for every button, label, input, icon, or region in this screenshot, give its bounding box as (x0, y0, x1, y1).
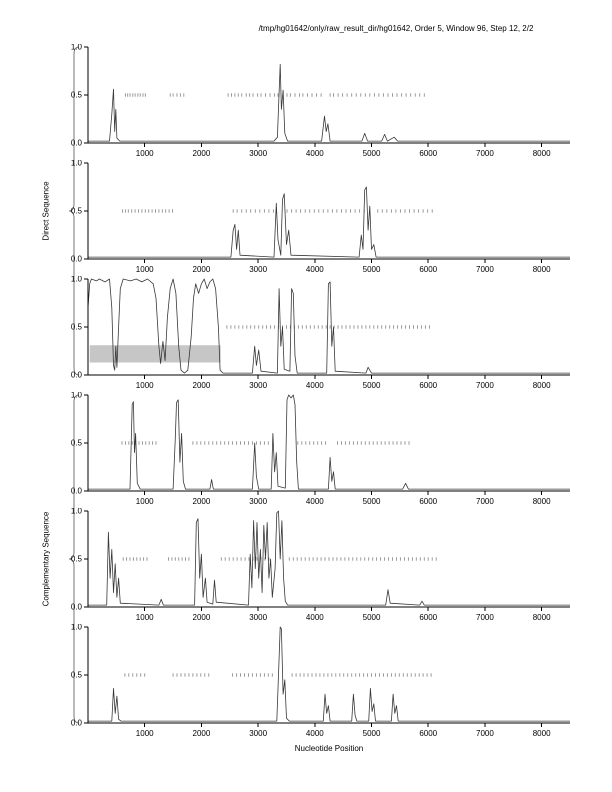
codon-marks (226, 325, 430, 329)
x-tick-label: 5000 (363, 265, 381, 274)
y-tick-label: 0.5 (71, 555, 83, 564)
x-tick-label: 4000 (306, 265, 324, 274)
codon-marks (124, 93, 425, 97)
x-tick-label: 6000 (419, 265, 437, 274)
axis (84, 46, 570, 147)
y-tick-label: 0.0 (71, 139, 83, 148)
codon-marks (122, 557, 437, 561)
x-tick-label: 2000 (193, 381, 211, 390)
y-tick-label: 0.5 (71, 207, 83, 216)
x-tick-label: 5000 (363, 729, 381, 738)
y-tick-label: 0.0 (71, 255, 83, 264)
y-tick-label: 0.0 (71, 371, 83, 380)
y-tick-label: 1.0 (71, 392, 83, 400)
chart-panel-direct-frame-3: 0.0 0.5 1.0 1000 2000 3000 4000 5000 6000 7000 800… (71, 276, 570, 390)
x-tick-label: 3000 (249, 381, 267, 390)
predicted-region-shade (89, 345, 221, 363)
axis (84, 626, 570, 727)
y-tick-label: 1.0 (71, 160, 83, 168)
x-tick-label: 4000 (306, 497, 324, 506)
x-tick-label: 6000 (419, 613, 437, 622)
x-tick-label: 6000 (419, 729, 437, 738)
x-tick-label: 5000 (363, 149, 381, 158)
x-tick-label: 7000 (476, 265, 494, 274)
x-tick-label: 1000 (136, 149, 154, 158)
x-tick-label: 4000 (306, 381, 324, 390)
x-tick-label: 1000 (136, 613, 154, 622)
x-tick-label: 8000 (533, 613, 551, 622)
y-tick-label: 1.0 (71, 508, 83, 516)
x-tick-label: 4000 (306, 729, 324, 738)
y-tick-label: 1.0 (71, 44, 83, 52)
signal-trace (88, 394, 570, 490)
y-tick-label: 0.5 (71, 671, 83, 680)
y-tick-label: 0.0 (71, 487, 83, 496)
direct-sequence-label: Direct Sequence (41, 181, 51, 241)
complementary-sequence-label: Complementary Sequence (41, 511, 51, 607)
y-tick-label: 1.0 (71, 624, 83, 632)
x-tick-label: 3000 (249, 265, 267, 274)
x-tick-label: 4000 (306, 613, 324, 622)
x-tick-label: 1000 (136, 497, 154, 506)
chart-panel-direct-frame-2: 0.0 0.5 1.0 1000 2000 3000 4000 5000 6000 7000 800… (71, 160, 570, 274)
axis (84, 510, 570, 611)
y-tick-label: 0.5 (71, 439, 83, 448)
x-tick-label: 7000 (476, 497, 494, 506)
x-tick-label: 1000 (136, 729, 154, 738)
x-tick-label: 3000 (249, 149, 267, 158)
x-tick-label: 1000 (136, 265, 154, 274)
signal-trace (88, 626, 570, 722)
x-tick-label: 7000 (476, 613, 494, 622)
signal-trace (88, 186, 570, 258)
x-tick-label: 2000 (193, 149, 211, 158)
plot-title: /tmp/hg01642/only/raw_result_dir/hg01642… (258, 24, 534, 33)
x-tick-label: 7000 (476, 381, 494, 390)
x-tick-label: 3000 (249, 497, 267, 506)
x-tick-label: 6000 (419, 497, 437, 506)
axis (84, 162, 570, 263)
y-tick-label: 0.5 (71, 323, 83, 332)
x-tick-label: 6000 (419, 149, 437, 158)
y-tick-label: 0.5 (71, 91, 83, 100)
x-tick-label: 7000 (476, 149, 494, 158)
x-tick-label: 8000 (533, 729, 551, 738)
panels-container: 0.0 0.5 1.0 1000 2000 3000 4000 5000 6000 7000 800… (58, 44, 578, 740)
chart-panel-direct-frame-1: 0.0 0.5 1.0 1000 2000 3000 4000 5000 6000 7000 800… (71, 44, 570, 158)
x-tick-label: 2000 (193, 265, 211, 274)
x-tick-label: 6000 (419, 381, 437, 390)
x-tick-label: 8000 (533, 381, 551, 390)
x-tick-label: 5000 (363, 497, 381, 506)
axis (84, 278, 570, 379)
signal-trace (88, 63, 570, 142)
codon-marks (121, 441, 410, 445)
signal-trace (87, 278, 570, 374)
y-tick-label: 0.0 (71, 719, 83, 728)
y-tick-label: 1.0 (71, 276, 83, 284)
chart-panel-complementary-frame-2: 0.0 0.5 1.0 1000 2000 3000 4000 5000 6000 7000 800… (71, 508, 570, 622)
x-tick-label: 4000 (306, 149, 324, 158)
x-tick-label: 3000 (249, 613, 267, 622)
codon-marks (122, 209, 433, 213)
x-tick-label: 2000 (193, 613, 211, 622)
y-tick-label: 0.0 (71, 603, 83, 612)
x-tick-label: 2000 (193, 729, 211, 738)
x-axis-label: Nucleotide Position (294, 744, 364, 753)
x-tick-label: 8000 (533, 265, 551, 274)
chart-panel-complementary-frame-1: 0.0 0.5 1.0 1000 2000 3000 4000 5000 6000 7000 800… (71, 392, 570, 506)
x-tick-label: 1000 (136, 381, 154, 390)
chart-panel-complementary-frame-3: 0.0 0.5 1.0 1000 2000 3000 4000 5000 6000 7000 800… (71, 624, 570, 738)
axis (84, 394, 570, 495)
codon-marks (124, 673, 432, 677)
x-tick-label: 8000 (533, 149, 551, 158)
x-tick-label: 3000 (249, 729, 267, 738)
x-tick-label: 5000 (363, 613, 381, 622)
x-tick-label: 7000 (476, 729, 494, 738)
x-tick-label: 8000 (533, 497, 551, 506)
x-tick-label: 2000 (193, 497, 211, 506)
x-tick-label: 5000 (363, 381, 381, 390)
signal-trace (88, 510, 570, 606)
